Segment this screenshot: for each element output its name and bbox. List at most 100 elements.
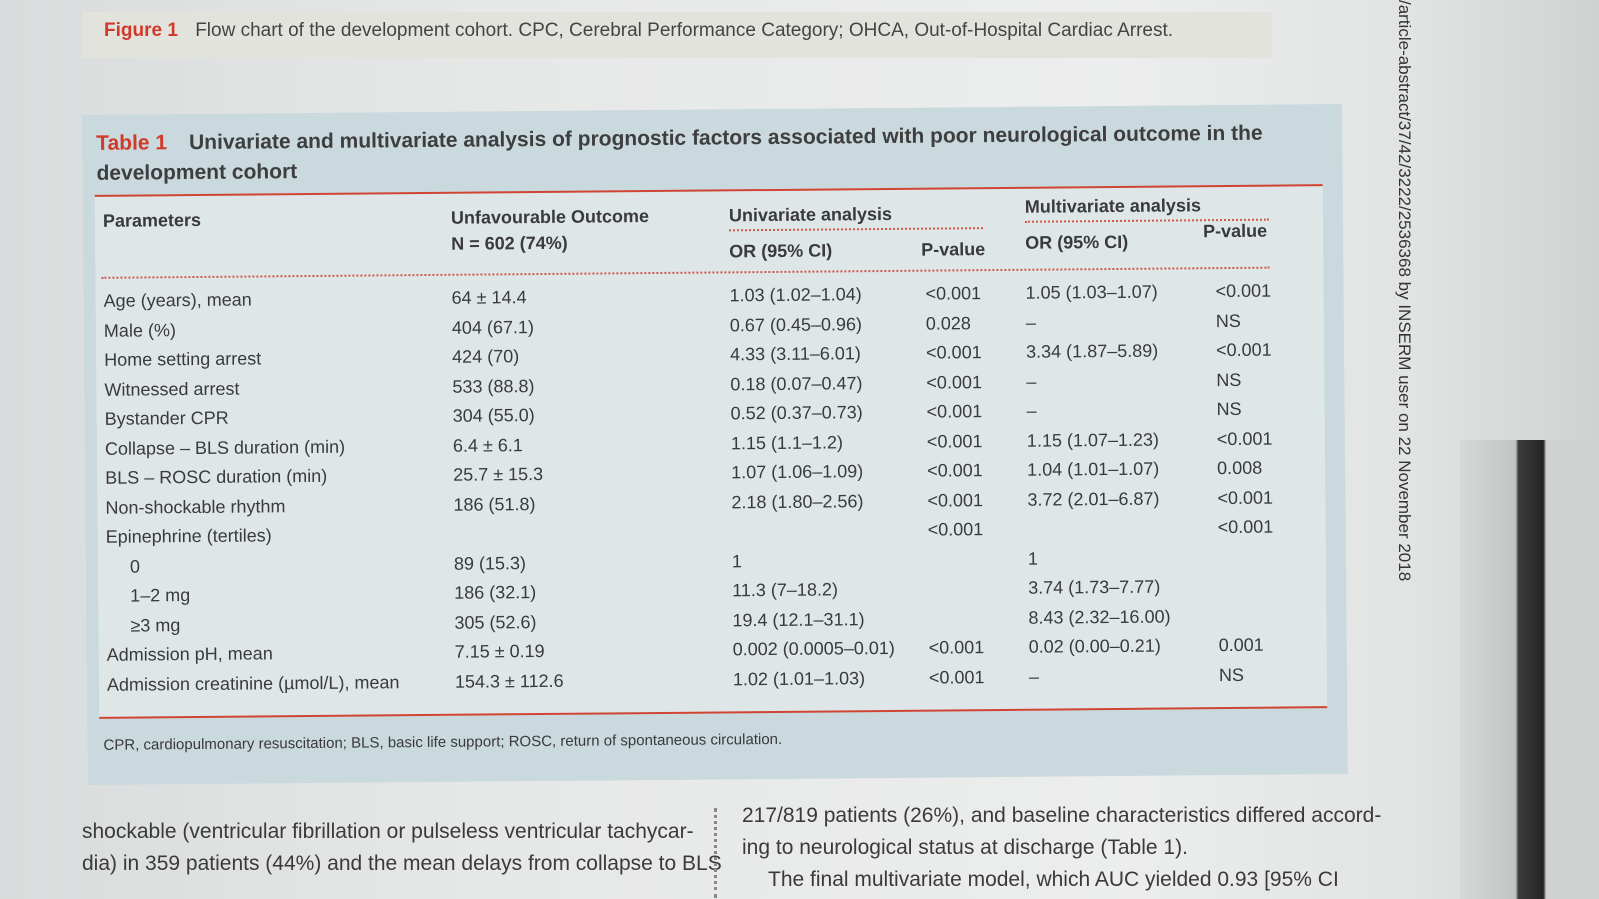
cell-unfavourable: 533 (88.8) [452, 375, 535, 397]
cell-multi-p: <0.001 [1216, 339, 1272, 361]
cell-multi-or: 1.05 (1.03–1.07) [1025, 281, 1158, 303]
cell-uni-p: <0.001 [927, 460, 983, 481]
cell-multi-or: – [1026, 400, 1037, 421]
cell-uni-or: 1.02 (1.01–1.03) [732, 667, 866, 689]
cell-unfavourable: 7.15 ± 0.19 [454, 640, 545, 662]
cell-unfavourable: 6.4 ± 6.1 [452, 434, 523, 456]
header-multi-p: P-value [1202, 220, 1268, 242]
body-right-line3: The final multivariate model, which AUC … [768, 868, 1339, 891]
header-unfavourable-n: N = 602 (74%) [451, 232, 568, 254]
cell-uni-or: 1 [731, 550, 743, 571]
cell-multi-p: <0.001 [1217, 487, 1274, 508]
cell-multi-or: 1.04 (1.01–1.07) [1027, 458, 1160, 480]
cell-parameter: Age (years), mean [103, 289, 252, 311]
figure-caption-text: Flow chart of the development cohort. CP… [195, 20, 1174, 41]
cell-parameter: Epinephrine (tertiles) [105, 525, 272, 547]
cell-parameter: Bystander CPR [104, 407, 229, 429]
cell-unfavourable: 304 (55.0) [452, 405, 535, 426]
cell-multi-p: <0.001 [1215, 280, 1272, 302]
cell-multi-or: – [1028, 666, 1040, 687]
cell-parameter: Male (%) [103, 319, 176, 341]
cell-unfavourable: 305 (52.6) [454, 611, 537, 633]
cell-multi-or: 3.72 (2.01–6.87) [1027, 488, 1160, 510]
cell-multi-p: 0.001 [1218, 634, 1264, 656]
cell-parameter: BLS – ROSC duration (min) [105, 465, 328, 488]
cell-parameter: Witnessed arrest [104, 378, 240, 400]
cell-uni-or: 19.4 (12.1–31.1) [732, 608, 865, 630]
cell-unfavourable: 186 (32.1) [454, 582, 537, 603]
cell-unfavourable: 64 ± 14.4 [451, 287, 527, 308]
cell-multi-or: 0.02 (0.00–0.21) [1028, 635, 1161, 657]
cell-uni-or: 1.15 (1.1–1.2) [730, 431, 844, 453]
cell-uni-p: <0.001 [926, 430, 983, 452]
header-unfavourable: Unfavourable Outcome [450, 206, 650, 228]
cell-multi-or: 3.74 (1.73–7.77) [1028, 576, 1161, 598]
body-left-line2: dia) in 359 patients (44%) and the mean … [82, 852, 722, 875]
side-watermark: /article-abstract/37/42/3222/2536368 by … [1392, 0, 1422, 640]
cell-parameter: 0 [129, 556, 141, 577]
binder-clip [1460, 440, 1599, 899]
table-title: Table 1 Univariate and multivariate analy… [96, 119, 1276, 189]
cell-uni-or: 2.18 (1.80–2.56) [731, 490, 864, 512]
cell-parameter: Admission pH, mean [106, 643, 273, 665]
header-univariate: Univariate analysis [728, 203, 893, 226]
table-block: Table 1 Univariate and multivariate analy… [82, 104, 1348, 785]
cell-uni-or: 4.33 (3.11–6.01) [730, 343, 861, 365]
side-watermark-text: /article-abstract/37/42/3222/2536368 by … [1395, 0, 1414, 582]
cell-parameter: ≥3 mg [130, 614, 181, 636]
results-table: Parameters Unfavourable Outcome N = 602 … [94, 184, 1328, 719]
cell-parameter: 1–2 mg [130, 585, 191, 606]
cell-unfavourable: 186 (51.8) [453, 493, 536, 515]
table-label: Table 1 [96, 131, 168, 155]
cell-uni-p: <0.001 [927, 519, 984, 540]
cell-multi-or: – [1025, 312, 1036, 333]
cell-parameter: Home setting arrest [104, 348, 262, 370]
cell-parameter: Non-shockable rhythm [105, 495, 286, 518]
cell-unfavourable: 25.7 ± 15.3 [453, 463, 544, 485]
cell-unfavourable: 89 (15.3) [453, 552, 527, 574]
cell-uni-or: 0.67 (0.45–0.96) [729, 313, 863, 335]
cell-uni-or: 11.3 (7–18.2) [732, 579, 839, 601]
cell-parameter: Collapse – BLS duration (min) [104, 436, 346, 459]
figure-caption: Figure 1 Flow chart of the development c… [82, 12, 1272, 58]
cell-multi-p: NS [1218, 664, 1245, 685]
cell-uni-or: 1.07 (1.06–1.09) [731, 461, 864, 483]
cell-multi-p: NS [1216, 398, 1242, 420]
cell-multi-p: NS [1216, 369, 1242, 390]
header-uni-p: P-value [921, 239, 986, 260]
column-divider [714, 808, 717, 898]
cell-unfavourable: 154.3 ± 112.6 [454, 670, 564, 692]
cell-uni-p: <0.001 [928, 666, 985, 688]
cell-multi-p: <0.001 [1216, 428, 1273, 449]
body-right-line1: 217/819 patients (26%), and baseline cha… [742, 804, 1382, 827]
cell-multi-or: 8.43 (2.32–16.00) [1028, 606, 1171, 628]
cell-uni-or: 0.52 (0.37–0.73) [730, 402, 863, 424]
cell-uni-p: <0.001 [925, 283, 982, 304]
table-footnote: CPR, cardiopulmonary resuscitation; BLS,… [103, 730, 783, 754]
header-parameters: Parameters [102, 209, 202, 231]
cell-uni-p: <0.001 [926, 401, 983, 422]
cell-multi-p: <0.001 [1217, 516, 1274, 538]
cell-multi-or: – [1026, 371, 1037, 392]
header-multi-or: OR (95% CI) [1025, 231, 1129, 253]
cell-multi-or: 3.34 (1.87–5.89) [1026, 340, 1159, 362]
cell-uni-p: <0.001 [927, 489, 984, 511]
header-multivariate: Multivariate analysis [1024, 195, 1202, 217]
body-left-line1: shockable (ventricular fibrillation or p… [82, 820, 694, 843]
body-right-line2: ing to neurological status at discharge … [742, 836, 1188, 859]
cell-unfavourable: 424 (70) [452, 346, 520, 367]
cell-uni-p: <0.001 [928, 637, 985, 658]
header-divider [101, 266, 1270, 279]
cell-multi-or: 1 [1027, 548, 1039, 569]
table-title-text: Univariate and multivariate analysis of … [96, 121, 1263, 185]
univariate-underline [729, 227, 984, 232]
cell-uni-or: 0.18 (0.07–0.47) [730, 372, 863, 394]
cell-uni-or: 1.03 (1.02–1.04) [729, 284, 862, 306]
header-uni-or: OR (95% CI) [729, 240, 833, 262]
cell-uni-or: 0.002 (0.0005–0.01) [732, 637, 895, 660]
cell-multi-or: 1.15 (1.07–1.23) [1026, 429, 1160, 451]
page: Figure 1 Flow chart of the development c… [82, 0, 1422, 898]
figure-label: Figure 1 [104, 20, 178, 41]
cell-uni-p: <0.001 [926, 342, 982, 363]
cell-multi-p: NS [1215, 310, 1241, 331]
